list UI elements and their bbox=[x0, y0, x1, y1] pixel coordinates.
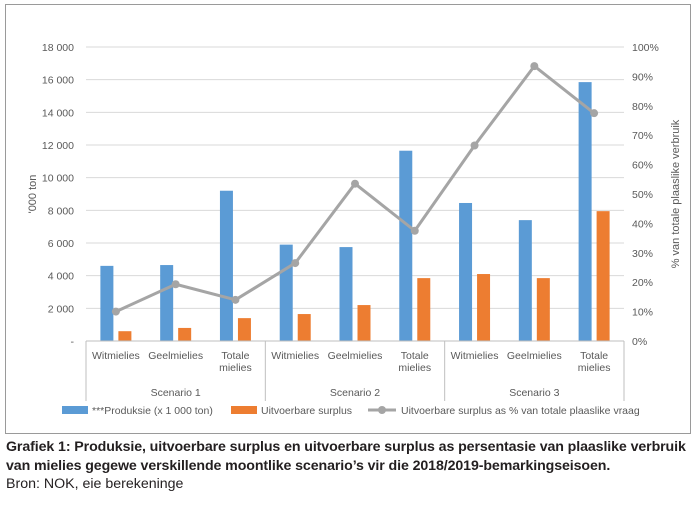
legend-label: ***Produksie (x 1 000 ton) bbox=[92, 405, 213, 417]
bar-produksie bbox=[160, 265, 174, 341]
y2-tick-label: 60% bbox=[632, 160, 653, 172]
figure-source: Bron: NOK, eie berekeninge bbox=[6, 476, 184, 492]
x-category-label: Totale bbox=[221, 350, 249, 362]
y-tick-label: 8 000 bbox=[48, 205, 74, 217]
bar-produksie bbox=[219, 190, 233, 341]
y-tick-label: 4 000 bbox=[48, 271, 74, 283]
y-tick-label: 10 000 bbox=[42, 173, 74, 185]
y2-tick-label: 20% bbox=[632, 277, 653, 289]
y2-tick-label: 50% bbox=[632, 189, 653, 201]
line-point bbox=[590, 109, 599, 118]
bar-produksie bbox=[279, 244, 293, 341]
y-tick-label: - bbox=[71, 336, 75, 348]
bar-uitvoerbare-surplus bbox=[536, 278, 550, 341]
bar-produksie bbox=[459, 202, 473, 341]
line-point bbox=[410, 226, 419, 235]
y-tick-label: 6 000 bbox=[48, 238, 74, 250]
legend-swatch bbox=[231, 406, 257, 414]
figure-caption: Grafiek 1: Produksie, uitvoerbare surplu… bbox=[6, 439, 686, 474]
legend-label: Uitvoerbare surplus as % van totale plaa… bbox=[401, 405, 640, 417]
bar-produksie bbox=[100, 265, 114, 341]
x-group-label: Scenario 3 bbox=[509, 387, 559, 399]
x-group-label: Scenario 1 bbox=[151, 387, 201, 399]
x-category-label: mielies bbox=[578, 362, 611, 374]
bar-produksie bbox=[399, 150, 413, 341]
y2-axis-title: % van totale plaaslike verbruik bbox=[670, 119, 682, 268]
chart-frame: - 2 000 4 000 6 000 8 000 10 000 12 000 14 000 1… bbox=[5, 4, 691, 434]
y2-tick-label: 0% bbox=[632, 336, 647, 348]
line-point bbox=[470, 141, 479, 150]
x-category-label: mielies bbox=[398, 362, 431, 374]
x-category-label: Witmielies bbox=[92, 350, 140, 362]
line-point bbox=[351, 179, 359, 188]
y-tick-label: 12 000 bbox=[42, 140, 74, 152]
y2-tick-label: 10% bbox=[632, 307, 653, 319]
line-point bbox=[171, 280, 180, 289]
bar-produksie bbox=[578, 82, 592, 341]
x-category-label: Geelmielies bbox=[148, 350, 203, 362]
bar-uitvoerbare-surplus bbox=[596, 211, 610, 341]
y-tick-label: 18 000 bbox=[42, 42, 74, 54]
x-category-label: mielies bbox=[219, 362, 252, 374]
y-tick-label: 14 000 bbox=[42, 107, 74, 119]
x-category-label: Geelmielies bbox=[328, 350, 383, 362]
y2-tick-label: 80% bbox=[632, 101, 653, 113]
x-group-label: Scenario 2 bbox=[330, 387, 380, 399]
x-category-label: Witmielies bbox=[271, 350, 319, 362]
line-point bbox=[530, 62, 539, 71]
legend-marker bbox=[378, 406, 386, 414]
y2-tick-label: 100% bbox=[632, 42, 659, 54]
bar-produksie bbox=[339, 247, 353, 341]
x-category-label: Totale bbox=[580, 350, 608, 362]
y2-tick-label: 40% bbox=[632, 218, 653, 230]
line-point bbox=[231, 295, 240, 304]
legend-label: Uitvoerbare surplus bbox=[261, 405, 352, 417]
x-category-label: Geelmielies bbox=[507, 350, 562, 362]
line-point bbox=[111, 307, 120, 316]
bar-uitvoerbare-surplus bbox=[297, 314, 311, 341]
legend-swatch bbox=[62, 406, 88, 414]
y-tick-label: 2 000 bbox=[48, 303, 74, 315]
y2-tick-label: 70% bbox=[632, 130, 653, 142]
bar-produksie bbox=[518, 220, 532, 341]
y2-tick-label: 30% bbox=[632, 248, 653, 260]
bar-uitvoerbare-surplus bbox=[477, 274, 491, 341]
bar-uitvoerbare-surplus bbox=[357, 305, 371, 341]
line-point bbox=[291, 259, 300, 268]
bar-uitvoerbare-surplus bbox=[237, 318, 251, 341]
bar-uitvoerbare-surplus bbox=[417, 278, 431, 341]
bar-uitvoerbare-surplus bbox=[118, 331, 132, 341]
bar-uitvoerbare-surplus bbox=[178, 327, 192, 341]
x-category-label: Witmielies bbox=[451, 350, 499, 362]
y-axis-title: '000 ton bbox=[27, 175, 39, 214]
x-category-label: Totale bbox=[401, 350, 429, 362]
y-tick-label: 16 000 bbox=[42, 75, 74, 87]
chart-svg: - 2 000 4 000 6 000 8 000 10 000 12 000 14 000 1… bbox=[27, 42, 682, 417]
y2-tick-label: 90% bbox=[632, 71, 653, 83]
